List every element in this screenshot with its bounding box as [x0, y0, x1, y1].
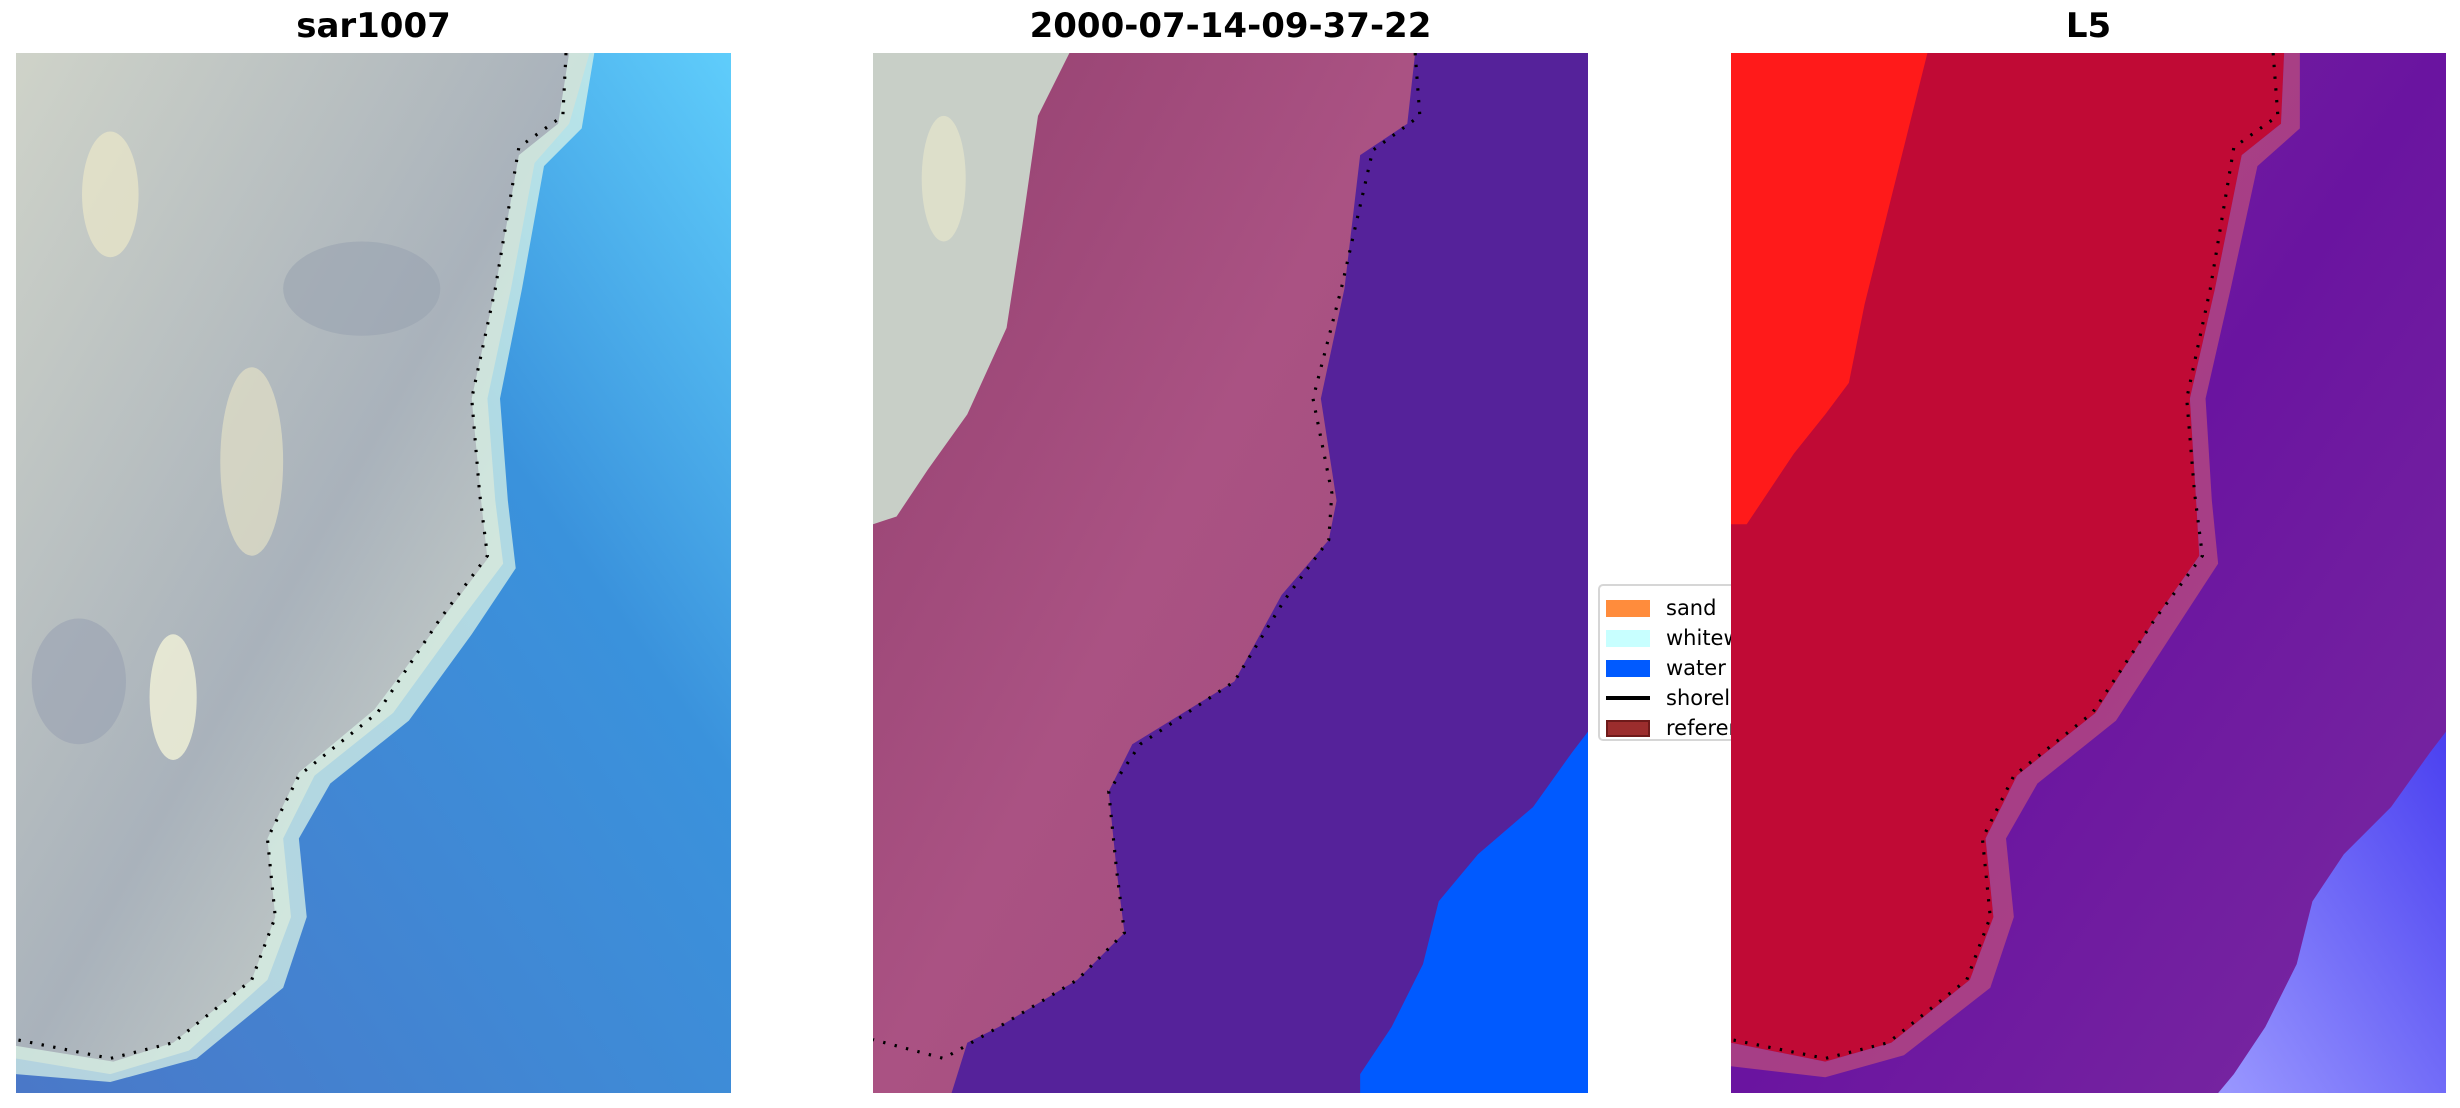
shoreline-line-icon [1606, 696, 1650, 700]
reference-swatch [1606, 719, 1650, 737]
shoreline-line [16, 53, 568, 1061]
l5-panel [1731, 53, 2446, 1093]
panel-title-3: L5 [2065, 6, 2112, 46]
legend-label: sand [1666, 596, 1717, 620]
sand-swatch [1606, 599, 1650, 617]
legend-label: water [1666, 656, 1726, 680]
satellite-image-panel [16, 53, 731, 1093]
water-swatch [1606, 659, 1650, 677]
legend-item-sand: sand [1606, 595, 1716, 621]
legend-label: reference [1666, 716, 1746, 740]
panel-title-1: sar1007 [296, 6, 451, 46]
shoreline-line [1731, 53, 2280, 1061]
legend-item-reference: reference [1606, 715, 1746, 740]
whitewater-swatch [1606, 629, 1650, 647]
legend-item-shoreline: shoreline [1606, 685, 1746, 711]
legend-item-water: water [1606, 655, 1726, 681]
classification-panel [873, 53, 1588, 1093]
panel-title-2: 2000-07-14-09-37-22 [1029, 6, 1432, 46]
